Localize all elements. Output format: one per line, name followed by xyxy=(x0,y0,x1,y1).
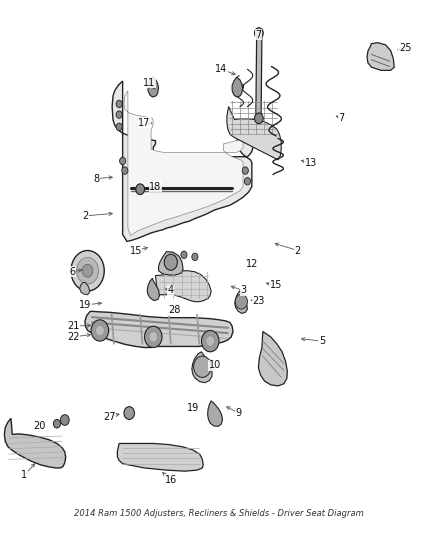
Text: 4: 4 xyxy=(168,286,174,295)
Circle shape xyxy=(192,253,198,261)
Circle shape xyxy=(242,167,248,174)
Polygon shape xyxy=(85,311,233,348)
Text: 2: 2 xyxy=(295,246,301,255)
Text: 7: 7 xyxy=(339,114,345,123)
Polygon shape xyxy=(124,91,243,236)
Polygon shape xyxy=(208,401,223,426)
Text: 9: 9 xyxy=(236,408,242,418)
Circle shape xyxy=(206,336,215,346)
Polygon shape xyxy=(367,43,394,70)
Circle shape xyxy=(116,100,122,108)
Circle shape xyxy=(53,419,60,428)
Polygon shape xyxy=(155,271,211,302)
Circle shape xyxy=(71,251,104,291)
Circle shape xyxy=(181,251,187,259)
Polygon shape xyxy=(147,278,159,301)
Circle shape xyxy=(136,184,145,195)
Text: 15: 15 xyxy=(270,280,282,290)
Text: 3: 3 xyxy=(240,286,246,295)
Text: 22: 22 xyxy=(67,332,80,342)
Circle shape xyxy=(116,123,122,131)
Text: 13: 13 xyxy=(305,158,317,167)
Circle shape xyxy=(149,332,158,342)
Polygon shape xyxy=(258,332,287,386)
Text: 25: 25 xyxy=(399,43,411,53)
Circle shape xyxy=(254,28,263,38)
Text: 28: 28 xyxy=(168,305,180,315)
Polygon shape xyxy=(256,32,262,120)
Text: 15: 15 xyxy=(130,246,142,255)
Polygon shape xyxy=(80,282,90,295)
Polygon shape xyxy=(227,107,281,160)
Polygon shape xyxy=(148,77,159,97)
Polygon shape xyxy=(235,290,247,313)
Text: 23: 23 xyxy=(252,296,265,306)
Polygon shape xyxy=(117,443,203,471)
Circle shape xyxy=(124,407,134,419)
Circle shape xyxy=(122,167,128,174)
Polygon shape xyxy=(192,352,212,383)
Polygon shape xyxy=(159,252,183,275)
Text: 1: 1 xyxy=(21,471,27,480)
Text: 27: 27 xyxy=(103,412,116,422)
Text: 12: 12 xyxy=(246,259,258,269)
Circle shape xyxy=(244,177,251,185)
Text: 8: 8 xyxy=(93,174,99,183)
Text: 18: 18 xyxy=(149,182,162,191)
Polygon shape xyxy=(232,77,243,97)
Text: 6: 6 xyxy=(69,267,75,277)
Text: 2014 Ram 1500 Adjusters, Recliners & Shields - Driver Seat Diagram: 2014 Ram 1500 Adjusters, Recliners & Shi… xyxy=(74,509,364,518)
Text: 10: 10 xyxy=(208,360,221,370)
Circle shape xyxy=(116,111,122,118)
Circle shape xyxy=(235,294,247,309)
Circle shape xyxy=(194,356,211,377)
Text: 19: 19 xyxy=(187,403,199,413)
Circle shape xyxy=(254,113,263,124)
Circle shape xyxy=(145,326,162,348)
Circle shape xyxy=(77,257,99,284)
Text: 16: 16 xyxy=(165,475,177,484)
Text: 14: 14 xyxy=(215,64,227,74)
Circle shape xyxy=(164,254,177,270)
Circle shape xyxy=(60,415,69,425)
Text: 7: 7 xyxy=(255,30,261,39)
Circle shape xyxy=(120,157,126,165)
Circle shape xyxy=(91,320,109,341)
Polygon shape xyxy=(112,81,253,241)
Text: 11: 11 xyxy=(143,78,155,87)
Text: 20: 20 xyxy=(33,422,46,431)
Polygon shape xyxy=(4,418,66,468)
Text: 21: 21 xyxy=(67,321,80,331)
Circle shape xyxy=(82,264,93,277)
Text: 2: 2 xyxy=(82,211,88,221)
Circle shape xyxy=(201,330,219,352)
Text: 5: 5 xyxy=(319,336,325,346)
Text: 19: 19 xyxy=(79,300,92,310)
Text: 17: 17 xyxy=(138,118,151,127)
Circle shape xyxy=(95,325,104,336)
